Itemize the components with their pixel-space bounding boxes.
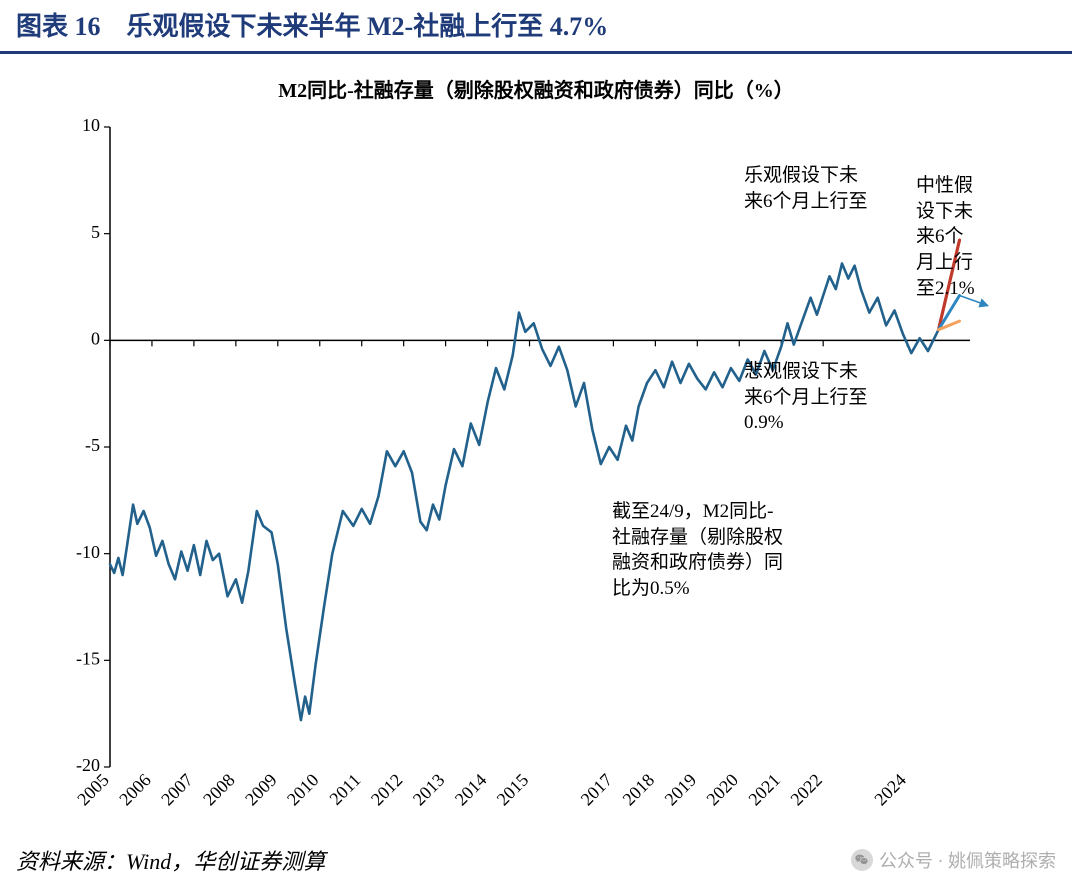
- x-tick-label: 2022: [786, 770, 826, 810]
- x-tick-label: 2017: [577, 770, 617, 810]
- y-tick-label: 10: [82, 115, 100, 135]
- x-tick-label: 2006: [115, 770, 155, 810]
- source-text: 资料来源：Wind，华创证券测算: [16, 844, 325, 876]
- x-tick-label: 2011: [325, 770, 364, 809]
- x-tick-label: 2021: [744, 770, 784, 810]
- chart-area: M2同比-社融存量（剔除股权融资和政府债券）同比（%） -20-15-10-50…: [50, 74, 1022, 847]
- y-tick-label: -15: [76, 648, 100, 668]
- figure-container: 图表 16 乐观假设下未来半年 M2-社融上行至 4.7% M2同比-社融存量（…: [0, 0, 1072, 894]
- y-tick-label: -5: [85, 435, 100, 455]
- watermark-text: 公众号 · 姚佩策略探索: [879, 847, 1056, 873]
- x-tick-label: 2024: [870, 770, 910, 810]
- x-tick-label: 2013: [409, 770, 449, 810]
- x-tick-label: 2015: [493, 770, 533, 810]
- y-tick-label: 5: [91, 222, 100, 242]
- x-tick-label: 2012: [367, 770, 407, 810]
- wechat-icon: [851, 849, 873, 871]
- x-tick-label: 2018: [619, 770, 659, 810]
- x-tick-label: 2014: [451, 770, 491, 810]
- figure-title: 图表 16 乐观假设下未来半年 M2-社融上行至 4.7%: [16, 6, 1056, 43]
- x-tick-label: 2019: [661, 770, 701, 810]
- series-main: [110, 264, 939, 721]
- x-tick-label: 2009: [241, 770, 281, 810]
- x-tick-label: 2010: [283, 770, 323, 810]
- wechat-icon-path: [855, 855, 867, 865]
- chart-title: M2同比-社融存量（剔除股权融资和政府债券）同比（%）: [50, 74, 1022, 103]
- figure-footer: 资料来源：Wind，华创证券测算 公众号 · 姚佩策略探索: [0, 844, 1072, 876]
- x-tick-label: 2007: [157, 770, 197, 810]
- annotation-optimistic: 乐观假设下未 来6个月上行至: [744, 163, 868, 214]
- annotation-neutral: 中性假 设下未 来6个 月上行 至2.1%: [916, 173, 975, 301]
- figure-header: 图表 16 乐观假设下未来半年 M2-社融上行至 4.7%: [0, 0, 1072, 54]
- x-tick-label: 2020: [702, 770, 742, 810]
- x-tick-label: 2005: [73, 770, 113, 810]
- y-tick-label: -10: [76, 542, 100, 562]
- watermark: 公众号 · 姚佩策略探索: [851, 847, 1056, 873]
- x-tick-label: 2008: [199, 770, 239, 810]
- annotation-asof: 截至24/9，M2同比- 社融存量（剔除股权 融资和政府债券）同 比为0.5%: [612, 499, 783, 602]
- annotation-pessimistic: 悲观假设下未 来6个月上行至 0.9%: [744, 359, 868, 436]
- y-tick-label: 0: [91, 328, 100, 348]
